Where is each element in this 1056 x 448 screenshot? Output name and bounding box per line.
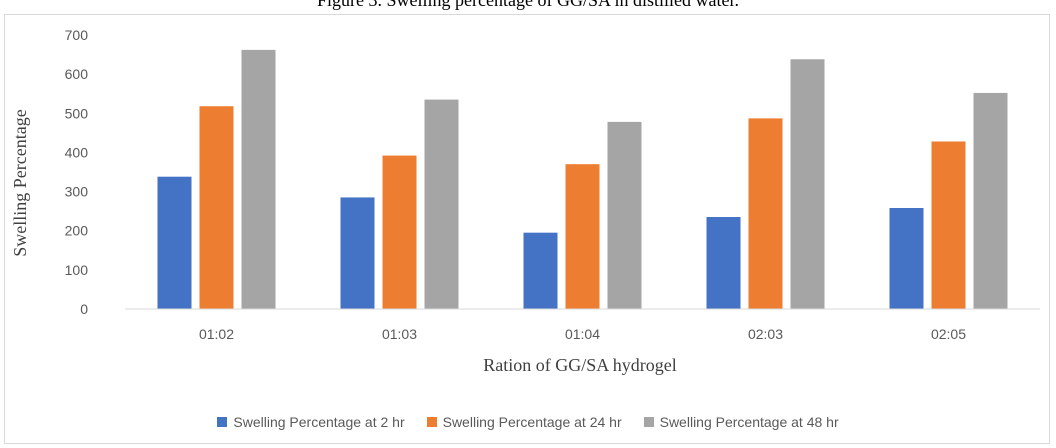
y-tick-label: 600 — [65, 66, 89, 82]
bar — [973, 92, 1008, 309]
y-tick-label: 500 — [65, 105, 89, 121]
y-axis-title: Swelling Percentage — [10, 109, 30, 256]
bar — [889, 208, 924, 309]
figure-caption: Figure 3. Swelling percentage of GG/SA i… — [317, 0, 739, 10]
x-tick-label: 02:05 — [931, 326, 966, 342]
x-axis-title: Ration of GG/SA hydrogel — [483, 355, 677, 375]
bar — [706, 217, 741, 309]
bar — [199, 106, 234, 310]
bar — [241, 49, 276, 309]
bar — [565, 164, 600, 309]
y-tick-label: 100 — [65, 262, 89, 278]
bar — [340, 197, 375, 309]
bar — [790, 59, 825, 309]
bar — [931, 141, 966, 309]
legend-swatch — [643, 417, 654, 427]
y-tick-label: 0 — [80, 301, 88, 317]
bar — [523, 232, 558, 309]
bar — [424, 99, 459, 309]
bar — [382, 155, 417, 309]
bar — [607, 121, 642, 309]
y-tick-label: 700 — [65, 27, 89, 43]
bar — [748, 118, 783, 309]
bar — [157, 176, 192, 309]
x-tick-label: 01:04 — [565, 326, 600, 342]
legend-label: Swelling Percentage at 48 hr — [659, 414, 839, 430]
legend-label: Swelling Percentage at 24 hr — [442, 414, 622, 430]
legend-item: Swelling Percentage at 24 hr — [426, 414, 622, 430]
y-tick-label: 400 — [65, 144, 89, 160]
x-tick-label: 01:02 — [199, 326, 234, 342]
legend-item: Swelling Percentage at 48 hr — [643, 414, 839, 430]
legend-item: Swelling Percentage at 2 hr — [217, 414, 405, 430]
chart-legend: Swelling Percentage at 2 hr Swelling Perc… — [0, 414, 1056, 430]
legend-swatch — [217, 417, 228, 427]
legend-swatch — [426, 417, 437, 427]
x-tick-label: 01:03 — [382, 326, 417, 342]
legend-label: Swelling Percentage at 2 hr — [233, 414, 405, 430]
x-tick-label: 02:03 — [748, 326, 783, 342]
y-tick-label: 200 — [65, 223, 89, 239]
y-tick-label: 300 — [65, 184, 89, 200]
